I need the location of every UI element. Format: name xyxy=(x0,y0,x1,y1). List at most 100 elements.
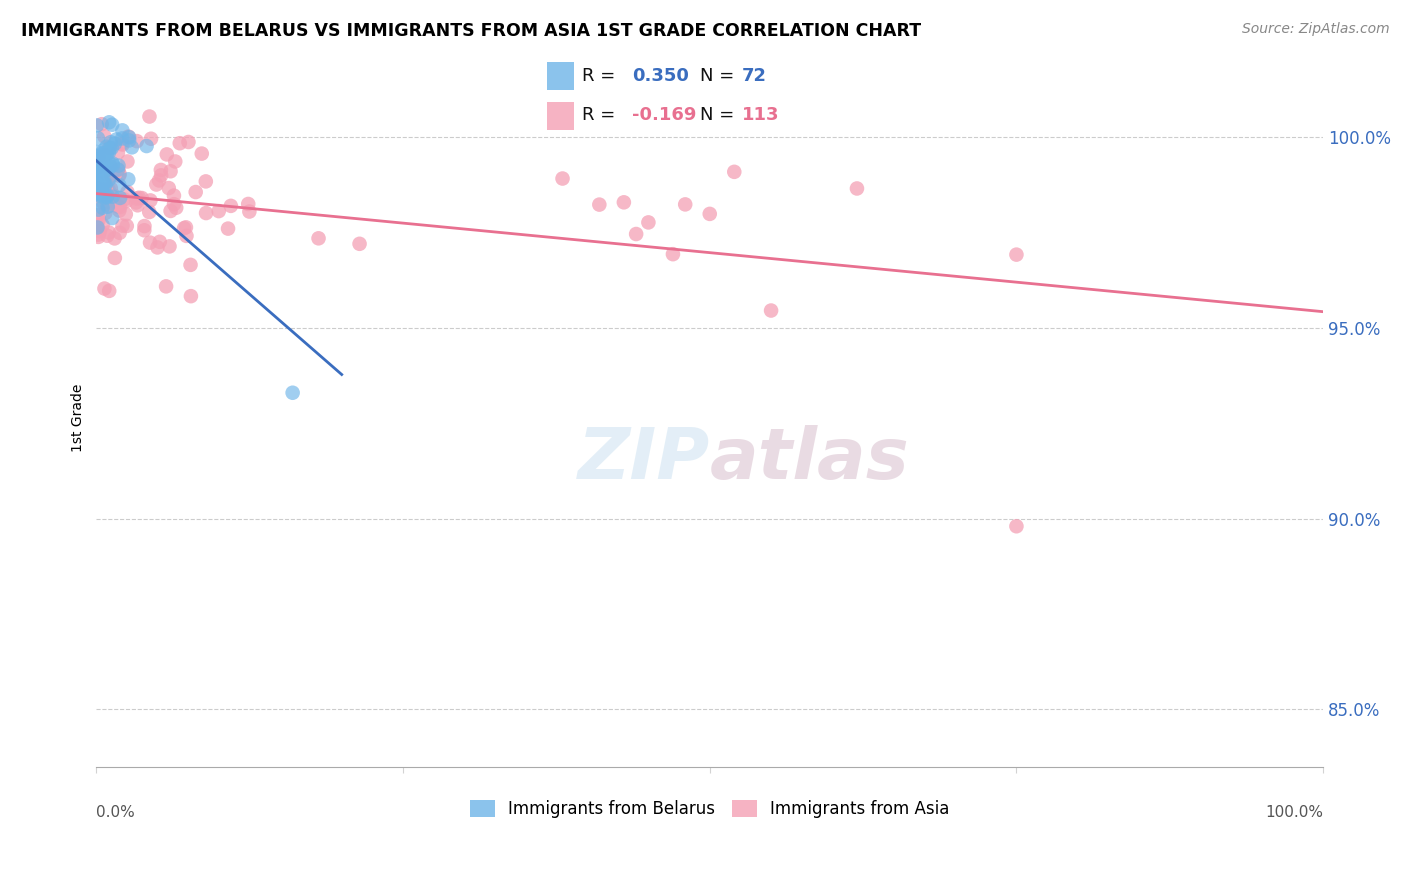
Point xyxy=(90,117,112,131)
Point xyxy=(96,162,118,177)
Point xyxy=(135,139,157,153)
Point xyxy=(91,182,114,196)
Point xyxy=(87,131,110,145)
Point xyxy=(110,136,132,151)
Point xyxy=(114,207,136,221)
Point xyxy=(93,148,115,162)
Text: -0.169: -0.169 xyxy=(631,106,696,124)
Point xyxy=(174,220,197,235)
Point xyxy=(87,168,110,182)
Point xyxy=(146,240,169,254)
Point xyxy=(100,168,122,182)
Text: IMMIGRANTS FROM BELARUS VS IMMIGRANTS FROM ASIA 1ST GRADE CORRELATION CHART: IMMIGRANTS FROM BELARUS VS IMMIGRANTS FR… xyxy=(21,22,921,40)
Text: N =: N = xyxy=(700,106,734,124)
Point xyxy=(93,159,115,173)
Point xyxy=(1005,247,1028,261)
Point xyxy=(100,135,122,149)
Text: 0.0%: 0.0% xyxy=(97,805,135,820)
Point xyxy=(134,223,156,237)
Point xyxy=(238,197,260,211)
Point xyxy=(139,235,162,250)
Point xyxy=(139,194,162,208)
Point xyxy=(112,192,135,206)
Point xyxy=(96,182,118,196)
Point xyxy=(157,181,180,195)
Point xyxy=(588,197,610,211)
Point xyxy=(117,129,139,144)
Point xyxy=(97,200,120,214)
Point xyxy=(159,239,181,253)
Point xyxy=(111,123,134,137)
Text: R =: R = xyxy=(582,68,616,86)
Point xyxy=(100,181,122,195)
Point xyxy=(125,195,148,210)
Point xyxy=(98,141,121,155)
Point xyxy=(613,195,636,210)
Point xyxy=(86,161,108,175)
Point xyxy=(89,163,111,178)
Point xyxy=(111,219,134,233)
Point xyxy=(169,136,191,151)
Point xyxy=(96,197,118,211)
Point xyxy=(108,191,131,205)
Point xyxy=(195,206,218,220)
Point xyxy=(107,162,129,177)
Text: R =: R = xyxy=(582,106,616,124)
Text: N =: N = xyxy=(700,68,734,86)
Point xyxy=(100,160,122,174)
Point xyxy=(97,182,120,196)
Point xyxy=(150,169,173,183)
Point xyxy=(173,221,195,235)
Point xyxy=(87,171,110,186)
Text: Source: ZipAtlas.com: Source: ZipAtlas.com xyxy=(1241,22,1389,37)
Point xyxy=(194,174,217,188)
Point xyxy=(281,385,304,400)
Point xyxy=(91,218,114,232)
Point xyxy=(108,178,131,193)
Point xyxy=(156,147,179,161)
Point xyxy=(101,158,124,172)
Point xyxy=(96,140,118,154)
Point xyxy=(125,134,148,148)
Point xyxy=(117,172,139,186)
Point xyxy=(87,230,110,244)
Point xyxy=(219,199,242,213)
Point xyxy=(86,145,108,159)
Point xyxy=(115,194,138,208)
Point xyxy=(108,169,131,183)
Point xyxy=(89,187,111,202)
Point xyxy=(125,192,148,206)
Point xyxy=(673,197,696,211)
Point xyxy=(118,130,141,145)
Point xyxy=(93,190,115,204)
Point xyxy=(86,175,108,189)
Point xyxy=(86,185,108,199)
Text: ZIP: ZIP xyxy=(578,425,710,494)
Point xyxy=(87,227,110,242)
Point xyxy=(86,119,108,133)
Point xyxy=(96,146,118,161)
Point xyxy=(108,200,131,214)
Point xyxy=(90,155,112,169)
Point xyxy=(94,177,117,191)
Point xyxy=(90,189,112,203)
Point xyxy=(89,187,111,202)
Y-axis label: 1st Grade: 1st Grade xyxy=(72,384,86,451)
Point xyxy=(91,168,114,182)
Point xyxy=(115,219,138,233)
Point xyxy=(723,165,745,179)
Point xyxy=(308,231,330,245)
Point xyxy=(155,279,177,293)
Point xyxy=(139,132,162,146)
Point xyxy=(159,164,181,178)
Point xyxy=(97,162,120,177)
Point xyxy=(111,131,134,145)
Point xyxy=(105,132,128,146)
Legend: Immigrants from Belarus, Immigrants from Asia: Immigrants from Belarus, Immigrants from… xyxy=(463,793,956,824)
Point xyxy=(93,144,115,158)
Point xyxy=(138,205,160,219)
Point xyxy=(104,136,127,151)
Point xyxy=(118,133,141,147)
Text: 72: 72 xyxy=(741,68,766,86)
Point xyxy=(145,178,167,192)
